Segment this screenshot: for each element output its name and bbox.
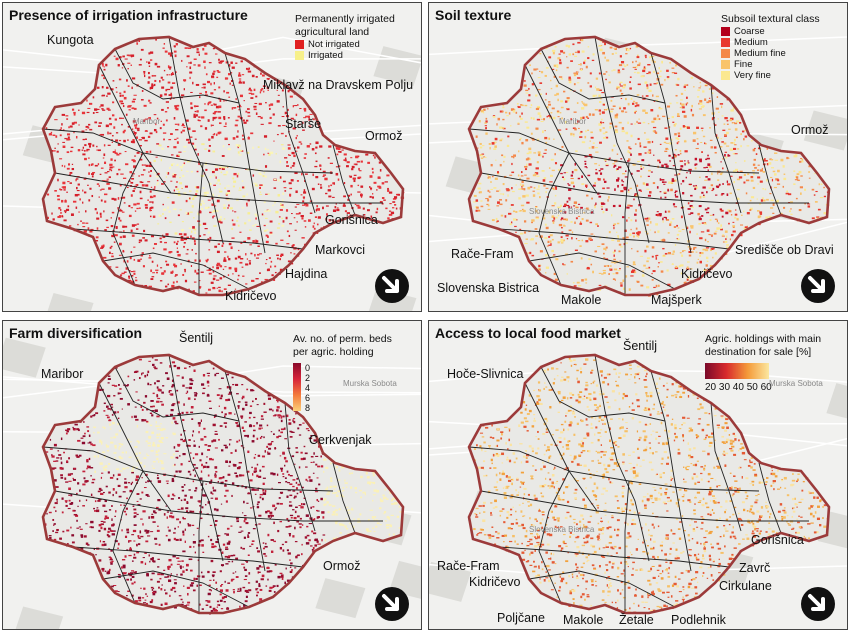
place-label: Ormož [323, 559, 361, 573]
legend-swatch [295, 40, 304, 49]
legend-tick: 8 [305, 403, 311, 413]
legend-item: Not irrigated [295, 39, 395, 50]
place-label: Kidričevo [469, 575, 521, 589]
legend-swatch [721, 60, 730, 69]
place-label: Maribor [41, 367, 84, 381]
legend-gradient [705, 363, 769, 379]
place-label: Gorišnica [751, 533, 804, 547]
legend-item: Irrigated [295, 50, 395, 61]
background-town-label: Slovenska Bistrica [529, 207, 595, 216]
legend-title: Subsoil textural class [721, 13, 820, 25]
place-label: Kidričevo [681, 267, 733, 281]
legend-swatch [721, 27, 730, 36]
background-town-label: Slovenska Bistrica [529, 525, 595, 534]
place-label: Poljčane [497, 611, 545, 625]
place-label: Zavrč [739, 561, 771, 575]
map-panel-irrigation: Presence of irrigation infrastructure Pe… [2, 2, 422, 312]
place-label: Makole [563, 613, 604, 627]
place-label: Šentilj [179, 331, 214, 345]
place-label: Cerkvenjak [309, 433, 372, 447]
background-town-label: Maribor [133, 117, 161, 126]
map-panel-local-food-market: Access to local food market Agric. holdi… [428, 320, 848, 630]
legend-title: Permanently irrigated agricultural land [295, 13, 395, 38]
legend-item: Medium [721, 37, 820, 48]
region-map [3, 35, 421, 311]
legend-tick: 0 [305, 363, 311, 373]
region-map [429, 353, 847, 615]
legend-swatch [721, 49, 730, 58]
place-label: Ormož [791, 123, 829, 137]
region-map [3, 337, 421, 629]
background-town-label: Murska Sobota [769, 379, 823, 388]
background-town-label: Murska Sobota [343, 379, 397, 388]
place-label: Rače-Fram [437, 559, 500, 573]
place-label: Žetale [619, 613, 654, 627]
map-panel-soil-texture: Soil texture Subsoil textural class Coar… [428, 2, 848, 312]
place-label: Starše [285, 117, 322, 131]
place-label: Makole [561, 293, 602, 307]
place-label: Hoče-Slivnica [447, 367, 524, 381]
place-label: Središče ob Dravi [735, 243, 834, 257]
legend-item: Medium fine [721, 48, 820, 59]
legend-tick: 2 [305, 373, 311, 383]
place-label: Miklavž na Dravskem Polju [263, 78, 414, 92]
place-label: Kungota [47, 33, 94, 47]
place-label: Podlehnik [671, 613, 726, 627]
panel-title: Presence of irrigation infrastructure [9, 7, 248, 23]
place-label: Šentilj [623, 339, 658, 353]
place-label: Rače-Fram [451, 247, 514, 261]
place-label: Hajdina [285, 267, 328, 281]
region-map [429, 35, 847, 297]
legend-tick: 6 [305, 393, 311, 403]
place-label: Slovenska Bistrica [437, 281, 540, 295]
legend: Subsoil textural class Coarse Medium Med… [721, 13, 820, 81]
legend: Av. no. of perm. beds per agric. holding… [293, 333, 392, 413]
panel-title: Access to local food market [435, 325, 621, 341]
legend-item: Coarse [721, 26, 820, 37]
place-label: Markovci [315, 243, 366, 257]
map-panel-farm-diversification: Farm diversification Av. no. of perm. be… [2, 320, 422, 630]
legend-swatch [721, 71, 730, 80]
legend-title: Agric. holdings with main destination fo… [705, 333, 822, 358]
north-arrow-icon [801, 587, 835, 621]
place-label: Majšperk [651, 293, 702, 307]
panel-title: Farm diversification [9, 325, 143, 341]
legend-title: Av. no. of perm. beds per agric. holding [293, 333, 392, 358]
legend-swatch [721, 38, 730, 47]
legend-item: Fine [721, 59, 820, 70]
north-arrow-icon [801, 269, 835, 303]
place-label: Ormož [365, 129, 403, 143]
place-label: Cirkulane [719, 579, 772, 593]
legend-item: Very fine [721, 70, 820, 81]
north-arrow-icon [375, 269, 409, 303]
legend-gradient [293, 363, 301, 411]
legend-ticks: 20 30 40 50 60 [705, 382, 772, 393]
place-label: Gorišnica [325, 213, 378, 227]
background-town-label: Maribor [559, 117, 587, 126]
place-label: Kidričevo [225, 289, 277, 303]
legend-tick: 4 [305, 383, 311, 393]
panel-title: Soil texture [435, 7, 512, 23]
north-arrow-icon [375, 587, 409, 621]
legend: Agric. holdings with main destination fo… [705, 333, 821, 394]
legend: Permanently irrigated agricultural land … [295, 13, 395, 61]
legend-swatch [295, 51, 304, 60]
